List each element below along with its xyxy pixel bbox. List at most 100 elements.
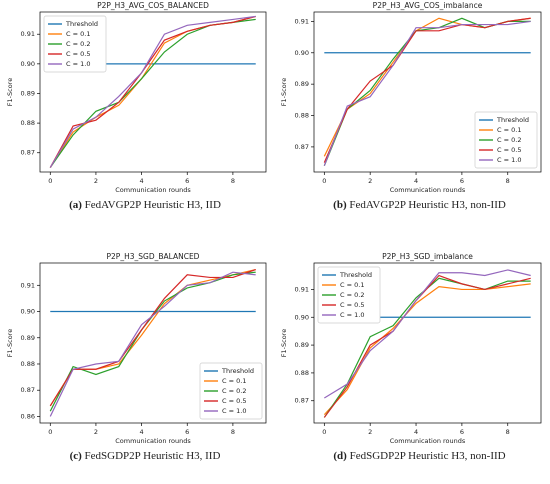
y-tick-label: 0.89 (21, 334, 35, 342)
x-tick-label: 6 (460, 177, 464, 185)
caption-label: (d) (333, 450, 347, 462)
legend-label: Threshold (339, 271, 372, 279)
y-axis-label: F1-Score (6, 329, 14, 357)
caption-text: FedAVGP2P Heuristic H3, IID (85, 199, 221, 211)
legend-label: C = 0.5 (222, 397, 246, 405)
x-tick-label: 6 (460, 428, 464, 436)
x-tick-label: 8 (231, 428, 235, 436)
x-tick-label: 4 (414, 428, 418, 436)
plot-frame (313, 11, 542, 173)
y-tick-label: 0.91 (295, 285, 309, 293)
x-axis-label: Communication rounds (390, 186, 466, 194)
x-tick-label: 6 (185, 177, 189, 185)
subplot: P2P_H3_AVG_COS_BALANCED 0.87 0.88 0.89 0.90 0… (6, 1, 267, 211)
y-tick-label: 0.90 (295, 49, 309, 57)
x-tick-label: 8 (506, 177, 510, 185)
series-line (49, 15, 256, 168)
y-axis-label: F1-Score (280, 329, 288, 357)
y-tick-label: 0.89 (295, 341, 309, 349)
legend-label: C = 0.2 (222, 387, 246, 395)
x-tick-label: 8 (231, 177, 235, 185)
x-tick-label: 8 (506, 428, 510, 436)
caption: (b) FedAVGP2P Heuristic H3, non-IID (333, 199, 506, 211)
caption: (c) FedSGDP2P Heuristic H3, IID (70, 450, 221, 462)
x-tick-label: 6 (185, 428, 189, 436)
legend-box (317, 266, 381, 324)
x-axis-label: Communication rounds (390, 437, 466, 445)
subplot: P2P_H3_SGD_imbalance 0.87 0.88 0.89 0.90 0.91… (280, 252, 542, 462)
y-tick-label: 0.89 (295, 80, 309, 88)
subplot: P2P_H3_SGD_BALANCED 0.86 0.87 0.88 0.89 0.90 0… (6, 252, 267, 462)
subplot: P2P_H3_AVG_COS_imbalance 0.87 0.88 0.89 0.90… (280, 1, 542, 211)
caption-label: (a) (69, 199, 82, 211)
caption-text: FedSGDP2P Heuristic H3, non-IID (350, 450, 506, 462)
subplot-title: P2P_H3_SGD_imbalance (382, 252, 473, 261)
x-tick-label: 0 (48, 177, 52, 185)
x-tick-label: 0 (322, 428, 326, 436)
caption: (d) FedSGDP2P Heuristic H3, non-IID (333, 450, 505, 462)
y-tick-label: 0.91 (295, 17, 309, 25)
y-tick-label: 0.91 (21, 281, 35, 289)
caption-text: FedSGDP2P Heuristic H3, IID (85, 450, 221, 462)
y-tick-label: 0.88 (21, 360, 35, 368)
x-tick-label: 4 (414, 177, 418, 185)
x-axis-label: Communication rounds (115, 186, 191, 194)
legend-label: C = 0.1 (497, 126, 521, 134)
caption-label: (b) (333, 199, 347, 211)
y-tick-label: 0.89 (21, 89, 35, 97)
legend-label: C = 0.2 (66, 40, 90, 48)
legend-label: Threshold (496, 116, 529, 124)
legend-label: C = 1.0 (66, 60, 90, 68)
x-tick-label: 2 (368, 177, 372, 185)
y-tick-label: 0.90 (295, 313, 309, 321)
legend-label: C = 1.0 (497, 156, 521, 164)
x-tick-label: 0 (322, 177, 326, 185)
series-line (323, 283, 531, 416)
legend-box (474, 111, 538, 169)
legend-label: C = 0.1 (222, 377, 246, 385)
legend-label: Threshold (221, 367, 254, 375)
legend-label: C = 0.2 (497, 136, 521, 144)
y-tick-label: 0.88 (21, 119, 35, 127)
plot-frame (39, 11, 267, 173)
series-line (49, 271, 256, 417)
x-tick-label: 2 (94, 177, 98, 185)
subplot-title: P2P_H3_AVG_COS_imbalance (373, 1, 483, 10)
caption-label: (c) (70, 450, 83, 462)
series-line (323, 274, 531, 418)
y-tick-label: 0.88 (295, 369, 309, 377)
x-tick-label: 0 (48, 428, 52, 436)
y-axis-label: F1-Score (280, 78, 288, 106)
caption-text: FedAVGP2P Heuristic H3, non-IID (349, 199, 505, 211)
legend-label: C = 0.5 (66, 50, 90, 58)
legend-label: C = 0.5 (340, 301, 364, 309)
series-line (323, 20, 531, 166)
y-tick-label: 0.87 (21, 149, 35, 157)
legend-label: C = 0.5 (497, 146, 521, 154)
x-axis-label: Communication rounds (115, 437, 191, 445)
y-tick-label: 0.88 (295, 112, 309, 120)
legend-label: C = 1.0 (222, 407, 246, 415)
series-line (324, 269, 531, 399)
legend-label: Threshold (65, 20, 98, 28)
subplot-title: P2P_H3_AVG_COS_BALANCED (97, 1, 209, 10)
legend-label: C = 0.1 (66, 30, 90, 38)
plot-frame (39, 262, 267, 424)
legend-label: C = 0.2 (340, 291, 364, 299)
y-tick-label: 0.87 (295, 397, 309, 405)
legend-label: C = 0.1 (340, 281, 364, 289)
caption: (a) FedAVGP2P Heuristic H3, IID (69, 199, 221, 211)
x-tick-label: 4 (140, 428, 144, 436)
plot-frame (313, 262, 542, 424)
legend-box (43, 15, 107, 73)
y-tick-label: 0.90 (21, 60, 35, 68)
y-tick-label: 0.90 (21, 308, 35, 316)
y-tick-label: 0.87 (21, 386, 35, 394)
y-tick-label: 0.86 (21, 412, 35, 420)
y-tick-label: 0.91 (21, 30, 35, 38)
legend-label: C = 1.0 (340, 311, 364, 319)
x-tick-label: 2 (94, 428, 98, 436)
legend-box (199, 362, 263, 420)
y-axis-label: F1-Score (6, 78, 14, 106)
